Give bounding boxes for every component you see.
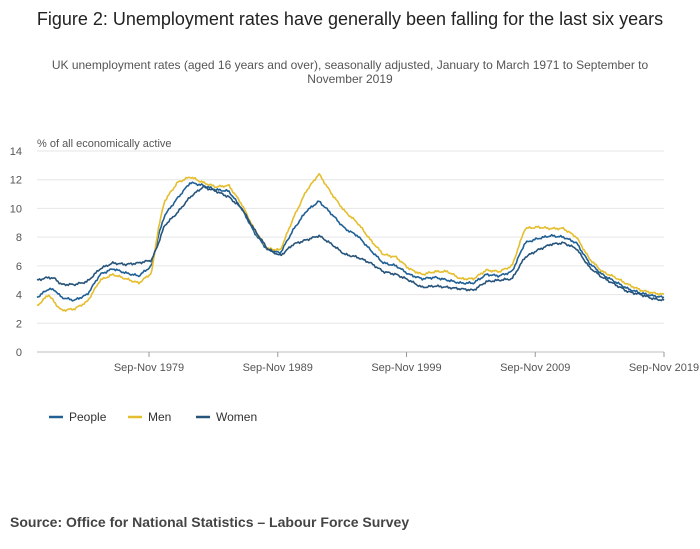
legend: People Men Women [49,410,257,424]
chart-title: Figure 2: Unemployment rates have genera… [36,9,664,29]
y-tick-label: 12 [10,175,22,187]
axes: 0 2 4 6 8 10 12 14 Sep-Nov 1979 Sep-Nov 1989 Sep-N… [10,146,699,374]
y-tick-label: 10 [10,203,22,215]
legend-label: People [69,410,107,424]
legend-label: Women [216,410,257,424]
legend-label: Men [148,410,171,424]
x-tick-label: Sep-Nov 1979 [114,362,184,374]
y-axis-label: % of all economically active [37,138,172,150]
y-tick-label: 6 [16,261,22,273]
x-tick-label: Sep-Nov 1999 [371,362,441,374]
x-tick-label: Sep-Nov 1989 [243,362,313,374]
y-tick-label: 0 [16,347,22,359]
series-line-men [36,172,665,312]
x-tick-label: Sep-Nov 2009 [500,362,570,374]
chart-subtitle: UK unemployment rates (aged 16 years and… [51,58,649,86]
source-note: Source: Office for National Statistics –… [10,514,410,530]
series-line-people [36,181,665,302]
y-tick-label: 14 [10,146,22,158]
y-tick-label: 2 [16,318,22,330]
y-tick-label: 8 [16,232,22,244]
y-tick-label: 4 [16,290,22,302]
series-line-women [36,185,665,302]
series-lines [36,172,665,312]
gridlines [37,150,664,353]
x-tick-label: Sep-Nov 2019 [629,362,699,374]
